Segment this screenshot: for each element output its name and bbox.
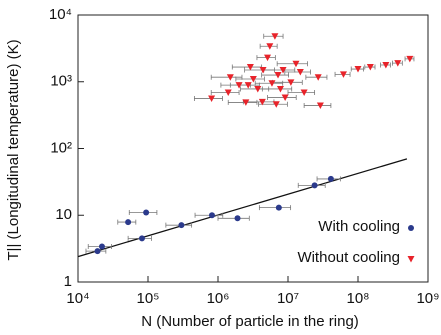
data-point	[178, 222, 185, 229]
data-point	[254, 85, 262, 93]
error-bar	[193, 96, 223, 102]
data-point	[234, 215, 241, 222]
x-axis-label: N (Number of particle in the ring)	[141, 313, 359, 330]
data-point	[287, 79, 295, 86]
fit-line	[77, 158, 408, 258]
data-point	[316, 102, 324, 110]
data-point	[296, 68, 304, 76]
data-point	[208, 212, 215, 219]
data-point	[272, 101, 280, 108]
data-point	[275, 204, 282, 211]
data-point	[242, 99, 250, 106]
error-bar	[210, 90, 240, 96]
data-point	[125, 219, 132, 226]
data-point	[208, 95, 216, 103]
x-tick-label: 10⁹	[416, 290, 439, 307]
legend-marker	[407, 256, 415, 263]
y-tick-label: 10⁴	[49, 6, 72, 23]
data-point	[394, 60, 402, 67]
data-point	[314, 74, 322, 81]
data-point	[271, 33, 279, 40]
data-point	[138, 235, 145, 242]
data-point	[300, 89, 308, 97]
data-point	[268, 80, 276, 87]
error-bar	[240, 86, 270, 92]
data-point	[226, 74, 234, 81]
data-point	[246, 64, 254, 71]
error-bar	[272, 79, 303, 85]
data-point	[279, 66, 287, 74]
error-bar	[261, 72, 290, 78]
legend-label: With cooling	[318, 218, 400, 235]
x-tick-label: 10⁸	[346, 290, 369, 307]
data-point	[258, 98, 266, 106]
error-bar	[231, 64, 263, 70]
data-point	[366, 64, 374, 71]
data-point	[224, 89, 232, 97]
x-tick-label: 10⁵	[137, 290, 160, 307]
data-point	[249, 75, 257, 83]
error-bar	[258, 101, 288, 107]
data-point	[292, 60, 300, 68]
error-bar	[227, 99, 258, 105]
data-point	[311, 182, 318, 189]
y-tick-label: 1	[64, 273, 72, 290]
error-bar	[194, 212, 224, 218]
error-bar	[258, 205, 292, 211]
error-bar	[217, 215, 250, 221]
data-point	[406, 55, 414, 63]
data-point	[274, 72, 282, 79]
data-point	[143, 209, 150, 216]
data-point	[281, 94, 289, 102]
data-point	[327, 175, 334, 182]
data-point	[98, 243, 105, 250]
data-point	[235, 82, 243, 89]
y-tick-label: 10³	[50, 73, 72, 90]
legend-marker	[408, 225, 414, 231]
legend-label: Without cooling	[297, 249, 400, 266]
data-point	[354, 66, 362, 73]
data-point	[276, 85, 284, 93]
data-point	[266, 43, 274, 50]
error-bar	[276, 61, 308, 67]
data-point	[244, 82, 252, 89]
error-bar	[128, 209, 158, 215]
x-tick-label: 10⁶	[207, 290, 230, 307]
y-axis-label: T|| (Longitudinal temperature) (K)	[5, 39, 22, 260]
error-bar	[267, 95, 297, 101]
error-bar	[303, 103, 332, 109]
data-point	[339, 71, 347, 78]
plot-frame	[77, 14, 429, 283]
data-point	[264, 54, 272, 62]
data-point	[94, 248, 101, 255]
error-bar	[210, 74, 243, 80]
y-tick-label: 10²	[50, 139, 72, 156]
data-point	[259, 66, 267, 74]
x-tick-label: 10⁴	[66, 290, 89, 307]
data-point	[382, 62, 390, 69]
x-tick-label: 10⁷	[277, 290, 299, 307]
y-tick-label: 10	[55, 206, 72, 223]
error-bar	[287, 90, 316, 96]
